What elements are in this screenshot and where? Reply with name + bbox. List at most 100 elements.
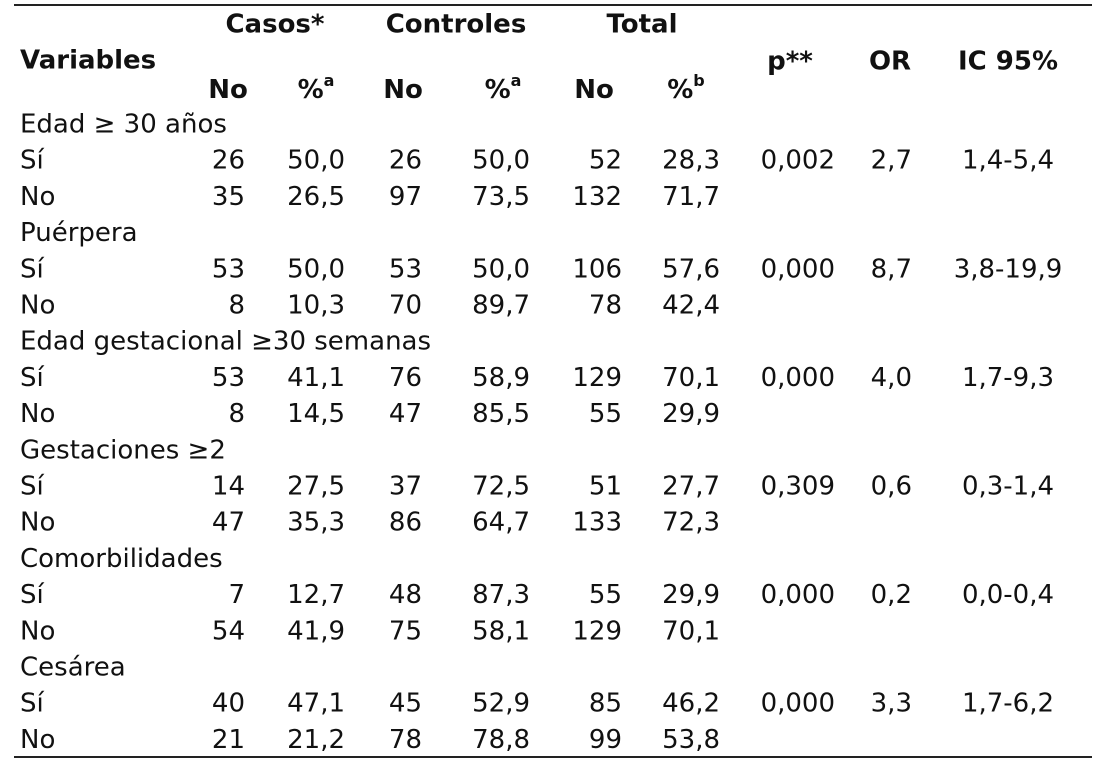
row-label: Sí [20, 254, 45, 284]
cell: 78 [389, 725, 422, 755]
header-group: Total [606, 10, 677, 40]
cell: 1,4-5,4 [962, 146, 1054, 176]
cell: 8 [228, 291, 245, 321]
cell: 53 [212, 254, 245, 284]
cell: 41,9 [287, 616, 345, 646]
section-label: Comorbilidades [20, 544, 223, 574]
header-sub: No [208, 75, 248, 105]
cell: 72,3 [662, 508, 720, 538]
cell: 0,000 [761, 689, 835, 719]
cell: 72,5 [472, 472, 530, 502]
cell: 53 [389, 254, 422, 284]
cell: 41,1 [287, 363, 345, 393]
cell: 58,1 [472, 616, 530, 646]
row-label: Sí [20, 472, 45, 502]
cell: 8 [228, 399, 245, 429]
cell: 46,2 [662, 689, 720, 719]
cell: 45 [389, 689, 422, 719]
header-sub-text: No [574, 75, 614, 105]
header-sub-text: % [667, 75, 693, 105]
row-label: No [20, 291, 55, 321]
cell: 3,3 [871, 689, 912, 719]
header-sub: %a [485, 71, 522, 105]
cell: 26 [389, 146, 422, 176]
row-label: Sí [20, 363, 45, 393]
cell: 14,5 [287, 399, 345, 429]
header-sub: No [383, 75, 423, 105]
row-label: Sí [20, 689, 45, 719]
cell: 1,7-6,2 [962, 689, 1054, 719]
header-sub-sup: b [693, 71, 704, 90]
cell: 85 [589, 689, 622, 719]
cell: 129 [572, 363, 622, 393]
cell: 42,4 [662, 291, 720, 321]
cell: 133 [572, 508, 622, 538]
cell: 10,3 [287, 291, 345, 321]
header-or: OR [869, 47, 911, 77]
cell: 47,1 [287, 689, 345, 719]
cell: 4,0 [871, 363, 912, 393]
cell: 70 [389, 291, 422, 321]
section-label: Puérpera [20, 218, 138, 248]
cell: 85,5 [472, 399, 530, 429]
cell: 47 [389, 399, 422, 429]
cell: 0,3-1,4 [962, 472, 1054, 502]
cell: 58,9 [472, 363, 530, 393]
row-label: Sí [20, 580, 45, 610]
cell: 0,2 [871, 580, 912, 610]
cell: 29,9 [662, 399, 720, 429]
cell: 55 [589, 580, 622, 610]
cell: 52,9 [472, 689, 530, 719]
cell: 106 [572, 254, 622, 284]
cell: 8,7 [871, 254, 912, 284]
cell: 26,5 [287, 182, 345, 212]
section-label: Edad ≥ 30 años [20, 110, 227, 140]
cell: 0,000 [761, 363, 835, 393]
cell: 57,6 [662, 254, 720, 284]
cell: 73,5 [472, 182, 530, 212]
cell: 55 [589, 399, 622, 429]
row-label: Sí [20, 146, 45, 176]
cell: 50,0 [472, 146, 530, 176]
cell: 7 [228, 580, 245, 610]
header-sub: %b [667, 71, 705, 105]
cell: 0,0-0,4 [962, 580, 1054, 610]
cell: 12,7 [287, 580, 345, 610]
cell: 50,0 [287, 254, 345, 284]
cell: 78 [589, 291, 622, 321]
cell: 26 [212, 146, 245, 176]
cell: 0,002 [761, 146, 835, 176]
row-label: No [20, 725, 55, 755]
cell: 50,0 [472, 254, 530, 284]
header-sub-text: % [298, 75, 324, 105]
cell: 27,5 [287, 472, 345, 502]
cell: 71,7 [662, 182, 720, 212]
cell: 40 [212, 689, 245, 719]
header-group: Controles [386, 10, 527, 40]
cell: 75 [389, 616, 422, 646]
header-sub-text: No [208, 75, 248, 105]
cell: 132 [572, 182, 622, 212]
cell: 0,000 [761, 254, 835, 284]
cell: 99 [589, 725, 622, 755]
cell: 97 [389, 182, 422, 212]
cell: 89,7 [472, 291, 530, 321]
header-ic: IC 95% [958, 47, 1058, 77]
cell: 35 [212, 182, 245, 212]
cell: 29,9 [662, 580, 720, 610]
cell: 50,0 [287, 146, 345, 176]
section-label: Edad gestacional ≥30 semanas [20, 327, 431, 357]
cell: 129 [572, 616, 622, 646]
header-sub: %a [298, 71, 335, 105]
cell: 70,1 [662, 363, 720, 393]
cell: 27,7 [662, 472, 720, 502]
cell: 53 [212, 363, 245, 393]
cell: 28,3 [662, 146, 720, 176]
header-sub: No [574, 75, 614, 105]
cell: 21 [212, 725, 245, 755]
cell: 3,8-19,9 [954, 254, 1063, 284]
cell: 47 [212, 508, 245, 538]
cell: 0,000 [761, 580, 835, 610]
